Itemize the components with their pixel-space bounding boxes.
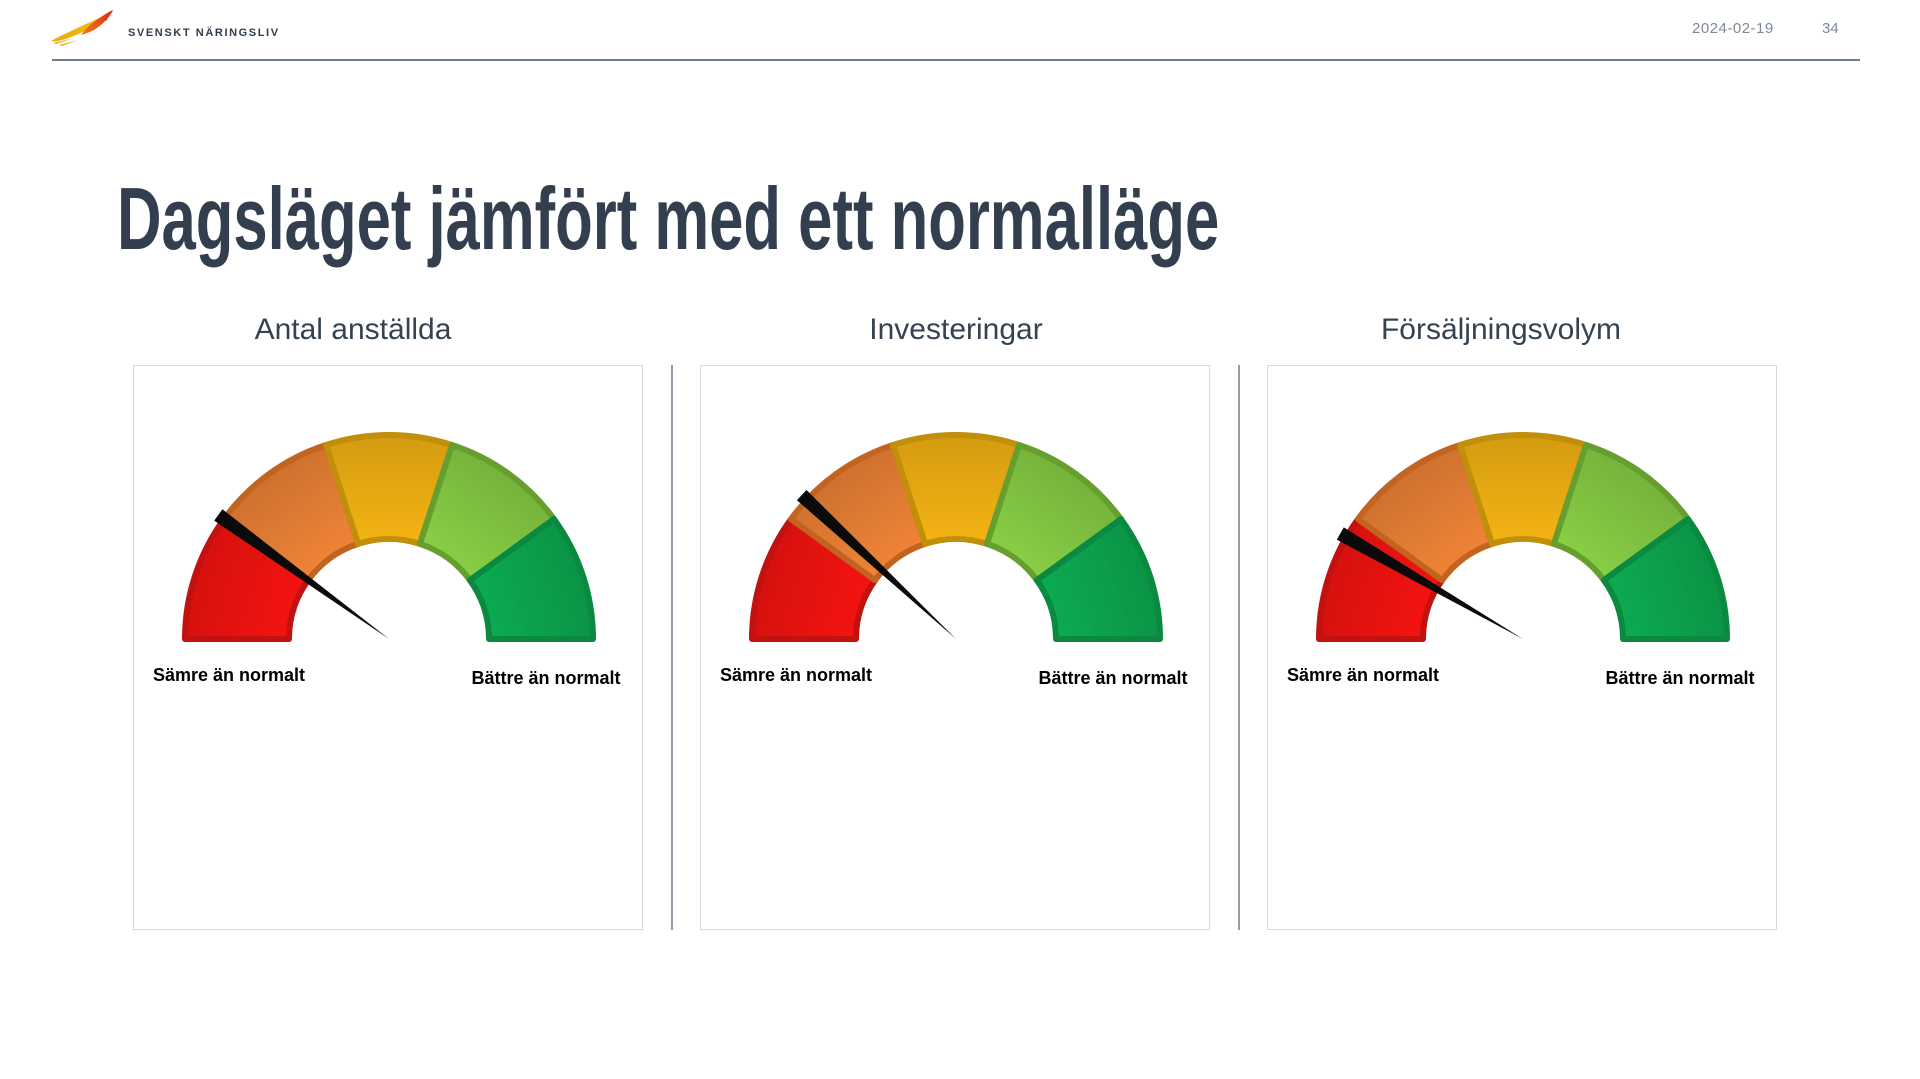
label-better: Bättre än normalt [471, 668, 621, 688]
gauge-needle [796, 490, 956, 639]
logo-wing-icon [51, 10, 113, 46]
header-date: 2024-02-19 [1692, 20, 1774, 37]
logo-text: SVENSKT NÄRINGSLIV [128, 27, 280, 39]
gauge-title-forsaljningsvolym: Försäljningsvolym [1380, 313, 1622, 346]
gauge-panel: Sämre än normalt Bättre än normalt [700, 365, 1210, 930]
panel-divider [671, 365, 673, 930]
label-worse: Sämre än normalt [719, 665, 873, 685]
page-number: 34 [1822, 20, 1839, 37]
label-better: Bättre än normalt [1605, 668, 1755, 688]
page-title: Dagsläget jämfört med ett normalläge [117, 169, 1220, 268]
gauge-chart [1316, 432, 1730, 642]
logo: SVENSKT NÄRINGSLIV [50, 10, 280, 46]
panel-divider [1238, 365, 1240, 930]
gauge-needle [1336, 527, 1523, 639]
gauge-chart [749, 432, 1163, 642]
label-better: Bättre än normalt [1038, 668, 1188, 688]
label-worse: Sämre än normalt [152, 665, 306, 685]
gauge-segment-green [466, 516, 596, 642]
gauge-panel: Sämre än normalt Bättre än normalt [1267, 365, 1777, 930]
label-worse: Sämre än normalt [1286, 665, 1440, 685]
gauge-panel: Sämre än normalt Bättre än normalt [133, 365, 643, 930]
gauge-title-antal-anstallda: Antal anställda [254, 313, 452, 346]
gauge-title-investeringar: Investeringar [869, 313, 1043, 346]
gauge-segment-green [1033, 516, 1163, 642]
gauge-segment-green [1600, 516, 1730, 642]
gauge-chart [182, 432, 596, 642]
gauge-needle [214, 509, 389, 639]
header-rule [52, 59, 1860, 61]
